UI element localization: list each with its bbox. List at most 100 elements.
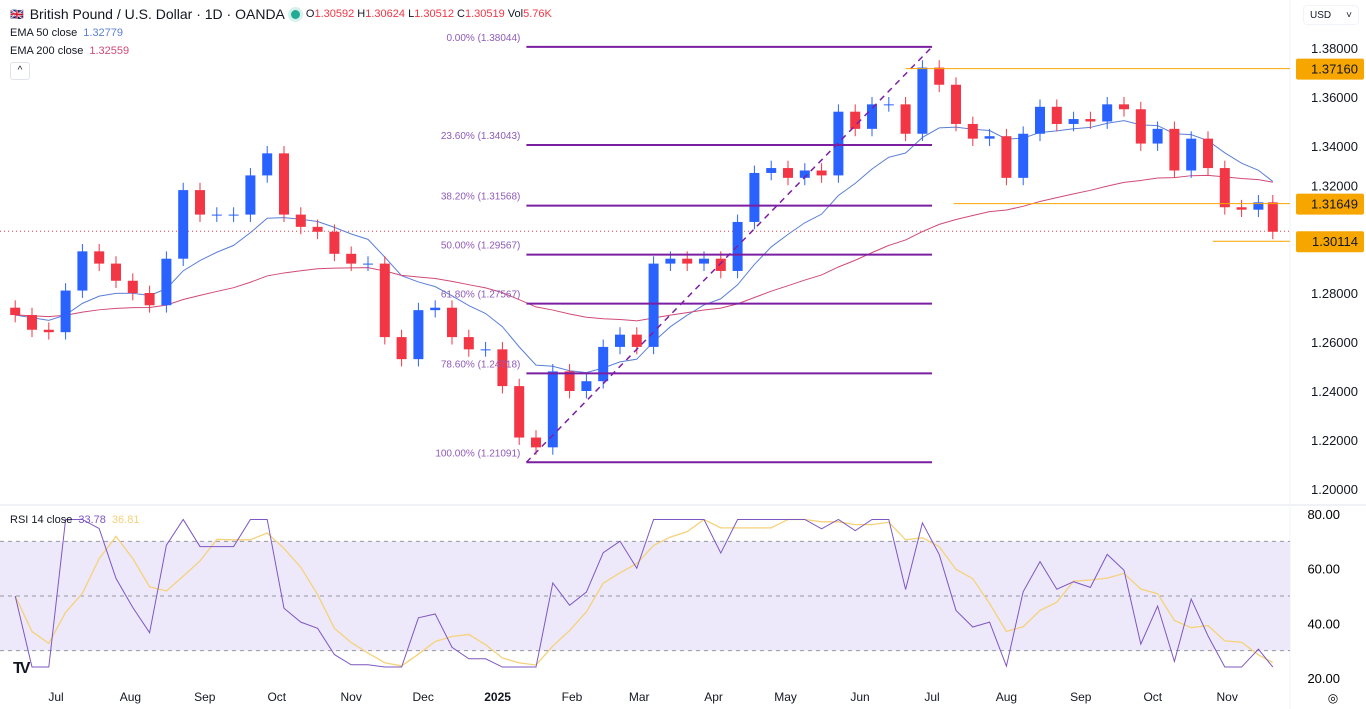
candle-body: [497, 349, 508, 387]
price-tick-label: 1.26000: [1311, 335, 1358, 350]
candle-body: [799, 170, 810, 178]
candle-body: [430, 307, 441, 311]
fib-level-label: 61.80% (1.27567): [441, 290, 521, 301]
price-level-badge: [1296, 231, 1364, 253]
price-tick-label: 1.32000: [1311, 179, 1358, 194]
ema50-legend[interactable]: EMA 50 close 1.32779: [10, 27, 124, 39]
candle-body: [279, 153, 289, 215]
candle-body: [127, 280, 138, 293]
time-axis-label: Jul: [924, 690, 939, 704]
candle-body: [699, 258, 709, 264]
price-tick-label: 1.34000: [1311, 139, 1358, 154]
candle-body: [900, 104, 911, 134]
ema200-legend[interactable]: EMA 200 close 1.32559: [10, 45, 130, 57]
rsi-tick-label: 40.00: [1307, 616, 1340, 631]
price-tick-label: 1.24000: [1311, 384, 1358, 399]
candle-body: [547, 371, 558, 448]
price-tick-label: 1.28000: [1311, 286, 1358, 301]
candle-body: [1018, 133, 1029, 178]
currency-select[interactable]: USD ˅: [1303, 5, 1359, 25]
fib-level-label: 0.00% (1.38044): [446, 33, 520, 44]
time-axis-label: 2025: [484, 690, 511, 704]
candle-body: [1085, 119, 1096, 122]
time-axis-label: Aug: [996, 690, 1017, 704]
candle-body: [934, 67, 945, 85]
candle-body: [211, 214, 222, 216]
candle-body: [228, 214, 239, 216]
candle-body: [867, 104, 877, 129]
candle-body: [951, 84, 961, 124]
candle-body: [531, 437, 541, 448]
candle-body: [295, 214, 306, 227]
candle-body: [463, 337, 474, 350]
candle-body: [1102, 104, 1113, 122]
rsi-legend[interactable]: RSI 14 close 33.78 36.81: [10, 514, 140, 526]
price-tick-label: 1.38000: [1311, 41, 1358, 56]
time-axis-label: Oct: [1143, 690, 1162, 704]
candle-body: [631, 334, 642, 347]
ema50-line: [15, 120, 1274, 374]
candle-body: [413, 310, 424, 360]
time-axis-label: Jul: [48, 690, 63, 704]
candle-body: [984, 136, 995, 139]
candle-body: [195, 190, 205, 215]
candle-body: [682, 258, 693, 264]
candle-body: [1068, 119, 1079, 124]
candle-body: [1203, 138, 1213, 169]
candle-body: [111, 263, 121, 281]
candle-body: [1169, 128, 1180, 171]
candle-body: [514, 386, 525, 438]
candle-body: [262, 153, 273, 176]
candle-body: [1001, 136, 1012, 178]
candle-body: [447, 307, 457, 338]
candle-body: [967, 123, 978, 139]
fib-level-label: 23.60% (1.34043): [441, 131, 521, 142]
candle-body: [480, 349, 491, 351]
candle-body: [665, 258, 676, 264]
candle-body: [1219, 168, 1230, 208]
candle-body: [581, 381, 592, 391]
candle-body: [1119, 104, 1129, 110]
time-axis-label: Sep: [194, 690, 216, 704]
candle-body: [346, 253, 357, 264]
chevron-up-icon[interactable]: ^: [10, 62, 30, 80]
candle-body: [883, 104, 894, 106]
rsi-tick-label: 60.00: [1307, 562, 1340, 577]
candle-body: [833, 111, 844, 176]
tradingview-logo[interactable]: TV: [13, 660, 31, 677]
candle-body: [10, 307, 21, 316]
fib-level-label: 100.00% (1.21091): [435, 448, 520, 459]
fib-level-label: 38.20% (1.31568): [441, 192, 521, 203]
candle-body: [1035, 106, 1045, 134]
time-axis-label: Sep: [1070, 690, 1092, 704]
time-axis-label: Apr: [704, 690, 723, 704]
ema200-line: [15, 174, 1273, 322]
candle-body: [598, 346, 609, 382]
rsi-tick-label: 20.00: [1307, 671, 1340, 686]
symbol-legend: 🇬🇧 British Pound / U.S. Dollar · 1D · OA…: [10, 6, 552, 22]
time-axis-label: May: [774, 690, 797, 704]
symbol-title[interactable]: British Pound / U.S. Dollar · 1D · OANDA: [29, 6, 285, 22]
candle-body: [783, 168, 793, 178]
candle-body: [161, 258, 172, 306]
time-axis-label: Jun: [850, 690, 869, 704]
time-axis-label: Aug: [120, 690, 141, 704]
price-tick-label: 1.36000: [1311, 90, 1358, 105]
gbp-usd-flag-icon: 🇬🇧: [10, 8, 24, 21]
price-tick-label: 1.22000: [1311, 433, 1358, 448]
fib-level-label: 78.60% (1.24718): [441, 359, 521, 370]
candle-body: [1135, 109, 1146, 144]
candle-body: [615, 334, 625, 347]
candle-body: [396, 337, 407, 360]
candle-body: [1267, 202, 1278, 232]
time-axis-label: Nov: [341, 690, 362, 704]
candle-body: [648, 263, 659, 347]
rsi-tick-label: 80.00: [1307, 507, 1340, 522]
candle-body: [329, 231, 340, 254]
candle-body: [43, 329, 54, 333]
market-status-icon: [290, 9, 300, 19]
candle-body: [144, 293, 155, 306]
candle-body: [1236, 207, 1247, 210]
candle-body: [60, 290, 71, 333]
